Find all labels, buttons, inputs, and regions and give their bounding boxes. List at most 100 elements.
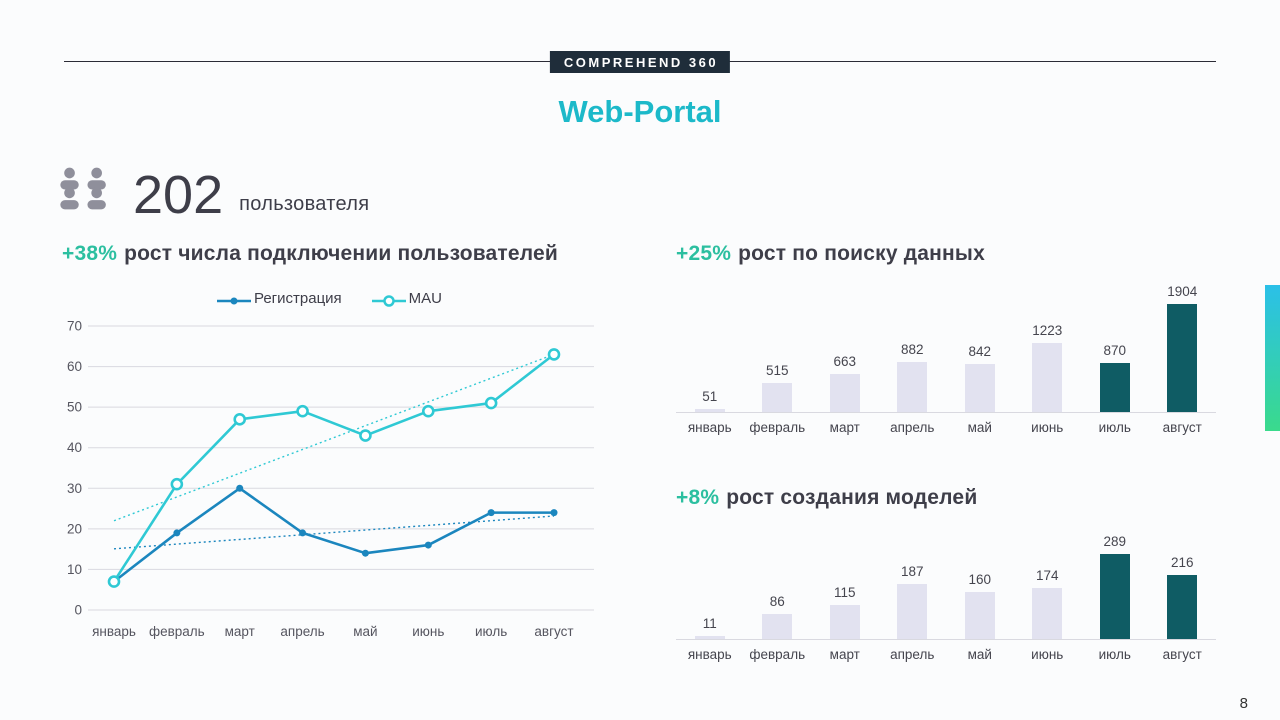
- bar: [829, 605, 860, 639]
- legend: Регистрация MAU: [62, 288, 597, 308]
- bar-item: 842: [946, 278, 1014, 412]
- x-tick-label: апрель: [280, 624, 324, 639]
- data-point: [236, 484, 244, 492]
- x-tick-label: февраль: [149, 624, 205, 639]
- series-line: [112, 353, 555, 583]
- search-chart-title: +25% рост по поиску данных: [676, 242, 1216, 266]
- bar-item: 1904: [1149, 278, 1217, 412]
- legend-label: Регистрация: [253, 289, 342, 307]
- bar-value: 51: [702, 389, 718, 404]
- page-title: Web-Portal: [558, 94, 722, 129]
- brand-logo: COMPREHEND 360: [549, 51, 731, 73]
- legend-marker-icon: [216, 297, 251, 305]
- legend-label: MAU: [408, 289, 443, 307]
- bar: [1167, 304, 1198, 412]
- bar-category-label: июль: [1098, 647, 1131, 662]
- users-stat: 202 пользователя: [55, 165, 369, 226]
- bar: [694, 635, 725, 639]
- legend-marker-icon: [371, 295, 406, 307]
- bar-value: 160: [968, 571, 992, 587]
- data-point: [424, 541, 432, 549]
- bar-item: 289: [1081, 528, 1149, 639]
- x-tick-label: август: [534, 624, 573, 639]
- x-tick-label: июнь: [412, 624, 444, 639]
- bar: [762, 382, 793, 412]
- bar-value: 515: [765, 362, 789, 378]
- bar-category-label: январь: [687, 647, 732, 662]
- bar-item: 882: [879, 278, 947, 412]
- data-point: [550, 509, 558, 517]
- bar: [1032, 342, 1063, 412]
- y-tick-label: 60: [67, 359, 82, 374]
- bar-item: 1223: [1014, 278, 1082, 412]
- data-point: [487, 509, 495, 517]
- page-number: 8: [1239, 695, 1248, 712]
- bar-item: 216: [1149, 528, 1217, 639]
- bar-category-label: февраль: [749, 647, 806, 662]
- bar-value: 115: [833, 585, 856, 601]
- data-point: [296, 404, 309, 418]
- bar-category-label: март: [829, 647, 860, 662]
- bar-category-label: август: [1162, 647, 1202, 662]
- bar-category-label: июль: [1098, 420, 1131, 435]
- bar-category-label: июнь: [1031, 420, 1064, 435]
- y-tick-label: 0: [74, 603, 82, 618]
- trend-line: [113, 353, 555, 522]
- bar-value: 174: [1035, 567, 1059, 583]
- bar-item: 51: [676, 278, 744, 412]
- growth-percent-search: +25%: [676, 242, 732, 265]
- users-count: 202: [133, 165, 224, 226]
- models-bar-chart: 11 86 115 187 160 174 289 216 январь февраль март а…: [676, 528, 1216, 662]
- data-point: [361, 549, 369, 557]
- bar-item: 174: [1014, 528, 1082, 639]
- bar-category-label: март: [829, 420, 860, 435]
- bar-category-label: апрель: [890, 420, 935, 435]
- registrations-chart-title-text: рост числа подключении пользователей: [124, 242, 559, 265]
- bar-category-label: август: [1162, 420, 1202, 435]
- y-tick-label: 70: [67, 319, 82, 334]
- bar-category-label: май: [967, 420, 992, 435]
- legend-item-0: Регистрация: [216, 289, 342, 307]
- data-point: [233, 413, 247, 426]
- bar-value: 882: [900, 341, 924, 357]
- bar-category-label: май: [967, 647, 992, 662]
- y-tick-label: 30: [67, 481, 82, 496]
- line-chart-svg: 0 10 20 30 40 50 60 70 январь февраль март апрель ма…: [67, 319, 594, 639]
- data-point: [107, 575, 121, 588]
- series-line: [113, 486, 554, 583]
- x-tick-label: январь: [92, 624, 136, 639]
- bar-category-label: апрель: [890, 647, 935, 662]
- bars-row: 51 515 663 882 842 1223 870 1904: [676, 278, 1216, 412]
- users-group-icon: [55, 166, 117, 216]
- bar-value: 11: [702, 615, 717, 631]
- bar-item: 187: [879, 528, 947, 639]
- registrations-chart-title: +38% рост числа подключении пользователей: [62, 242, 597, 266]
- data-point: [170, 477, 184, 491]
- bar-value: 870: [1103, 342, 1127, 358]
- growth-percent-registrations: +38%: [62, 242, 118, 265]
- bar: [1032, 587, 1063, 639]
- data-point: [484, 396, 498, 410]
- x-tick-label: март: [225, 624, 255, 639]
- models-chart-title: +8% рост создания моделей: [676, 486, 1216, 510]
- bar-value: 86: [769, 593, 785, 609]
- data-point: [299, 529, 307, 537]
- registrations-line-chart: Регистрация MAU 0 10 20 30 40 50 60 70 январь февра…: [62, 288, 597, 644]
- bar-item: 870: [1081, 278, 1149, 412]
- models-chart-block: +8% рост создания моделей 11 86 115 187 160 17…: [676, 486, 1216, 662]
- bar-labels-row: январь февраль март апрель май июнь июль август: [676, 412, 1216, 435]
- legend-item-1: MAU: [371, 289, 443, 307]
- search-chart-title-text: рост по поиску данных: [738, 242, 985, 265]
- bar-category-label: январь: [687, 420, 732, 435]
- bar-value: 663: [833, 354, 857, 370]
- bars-row: 11 86 115 187 160 174 289 216: [676, 528, 1216, 639]
- bar: [964, 591, 995, 639]
- growth-percent-models: +8%: [676, 486, 720, 509]
- bar-value: 1223: [1032, 322, 1063, 338]
- bar-item: 663: [811, 278, 879, 412]
- search-chart-block: +25% рост по поиску данных 51 515 663 882 842…: [676, 242, 1216, 435]
- bar-value: 289: [1103, 534, 1127, 549]
- y-tick-label: 40: [67, 440, 82, 455]
- bar: [1099, 362, 1130, 412]
